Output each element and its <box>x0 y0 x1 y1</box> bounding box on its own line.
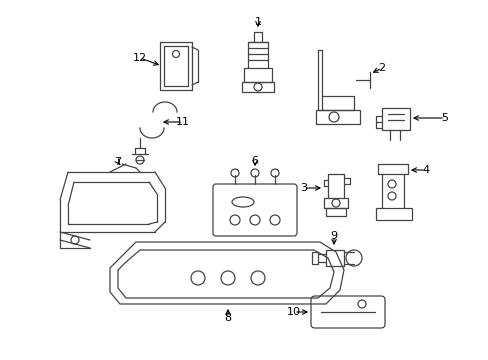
Bar <box>311 252 317 264</box>
Bar <box>315 110 359 124</box>
Text: 9: 9 <box>330 231 337 241</box>
Bar <box>242 82 273 92</box>
Text: 5: 5 <box>441 113 447 123</box>
Bar <box>381 108 409 130</box>
Text: 7: 7 <box>114 157 122 167</box>
Text: 2: 2 <box>378 63 385 73</box>
Bar <box>325 208 346 216</box>
Bar <box>375 208 411 220</box>
Bar <box>244 68 271 82</box>
Text: 6: 6 <box>251 156 258 166</box>
Text: 10: 10 <box>286 307 301 317</box>
Text: 11: 11 <box>176 117 190 127</box>
Text: 8: 8 <box>224 313 231 323</box>
Text: 3: 3 <box>300 183 307 193</box>
Bar <box>324 198 347 208</box>
Text: 1: 1 <box>254 17 261 27</box>
Text: 4: 4 <box>422 165 428 175</box>
Text: 12: 12 <box>133 53 147 63</box>
